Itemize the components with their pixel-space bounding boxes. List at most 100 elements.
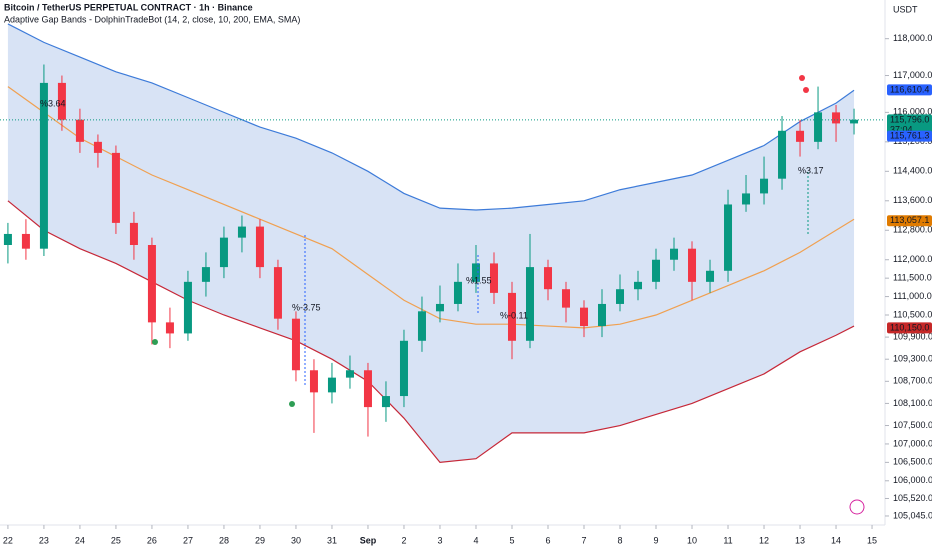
x-tick-label: 23 [39,535,49,545]
candle-body [561,289,570,308]
candle-body [381,396,390,408]
y-tick-label: 110,500.0 [893,309,932,319]
candle-body [670,248,679,260]
band-line [7,23,855,211]
price-label-box [887,322,932,334]
candle-body [417,311,426,341]
x-tick-label: 4 [473,535,478,545]
candle-body [616,289,625,304]
y-tick-label: 114,400.0 [893,166,932,176]
candle-body [129,222,138,245]
y-tick-label: 105,045.0 [893,510,932,520]
y-tick-label: 112,000.0 [893,254,932,264]
candle-body [201,267,210,282]
x-tick-label: 24 [75,535,85,545]
candle-body [814,112,823,142]
candle-body [363,370,372,408]
x-tick-label: 12 [759,535,769,545]
x-tick-label: 2 [401,535,406,545]
x-tick-label: 13 [795,535,805,545]
y-tick-label: 109,300.0 [893,354,932,364]
band-fill [7,23,855,463]
price-label-box [887,215,932,227]
y-tick-label: 106,500.0 [893,457,932,467]
signal-dot [289,401,295,407]
plot-area [0,23,885,463]
price-label: 116,610.4 [890,84,929,94]
candle-body [543,267,552,290]
candle-body [579,307,588,327]
price-label: 115,796.0 [890,114,929,124]
candle-body [832,112,841,124]
candle-body [525,267,534,341]
candle-body [291,318,300,371]
candle-body [634,281,643,290]
candle-body [760,178,769,194]
candle-body [327,377,336,393]
x-tick-label: 15 [867,535,877,545]
candle-body [778,130,787,179]
candle-body [111,152,120,223]
candle-body [21,233,30,249]
candle-body [39,82,48,249]
x-tick-label: 7 [581,535,586,545]
candle-body [237,226,246,238]
chart-subtitle: Adaptive Gap Bands - DolphinTradeBot (14… [4,14,300,24]
candle-body [183,281,192,334]
candle-body [742,193,751,205]
y-tick-label: 116,000.0 [893,107,932,117]
candle-body [453,281,462,304]
y-tick-label: 106,000.0 [893,475,932,485]
y-tick-label: 111,500.0 [893,273,932,283]
countdown: 37:04 [890,124,913,134]
x-tick-label: 25 [111,535,121,545]
chart-title: Bitcoin / TetherUS PERPETUAL CONTRACT · … [4,2,253,12]
candle-body [309,370,318,393]
candle-body [3,233,12,245]
y-tick-label: 118,000.0 [893,33,932,43]
signal-dot [152,339,158,345]
price-label-box [887,130,932,142]
y-tick-label: 109,900.0 [893,331,932,341]
candle-body [796,130,805,142]
candle-body [345,370,354,378]
x-tick-label: 29 [255,535,265,545]
y-tick-label: 107,500.0 [893,420,932,430]
candle-body [219,237,228,268]
x-tick-label: 8 [617,535,622,545]
icon[interactable] [849,499,865,515]
y-tick-label: 117,000.0 [893,70,932,80]
candle-body [147,245,156,323]
gap-annotation: %3.64 [40,98,66,108]
gap-annotation: %3.17 [798,165,824,175]
y-tick-label: 108,700.0 [893,376,932,386]
gap-annotation: %1.55 [466,275,492,285]
price-label: 113,057.1 [890,215,929,225]
x-tick-label: 3 [437,535,442,545]
x-tick-label: 14 [831,535,841,545]
x-tick-label: 27 [183,535,193,545]
x-tick-label: 9 [654,535,659,545]
x-tick-label: 28 [219,535,229,545]
y-tick-label: 105,520.0 [893,493,932,503]
candle-body [598,303,607,327]
candle-body [706,270,715,282]
candle-body [688,248,697,282]
x-tick-label: 10 [687,535,697,545]
candle-body [57,82,66,120]
signal-dot [803,87,809,93]
x-tick-label: Sep [360,535,377,545]
price-label-box [887,84,932,96]
y-tick-label: 107,000.0 [893,438,932,448]
candle-body [850,119,859,124]
candle-body [399,340,408,397]
candle-body [652,259,661,282]
signal-dot [799,75,805,81]
candle-body [724,204,733,271]
candle-body [471,263,480,282]
y-tick-label: 111,000.0 [893,291,932,301]
candle-body [75,119,84,142]
currency: USDT [893,4,918,14]
x-tick-label: 6 [545,535,550,545]
